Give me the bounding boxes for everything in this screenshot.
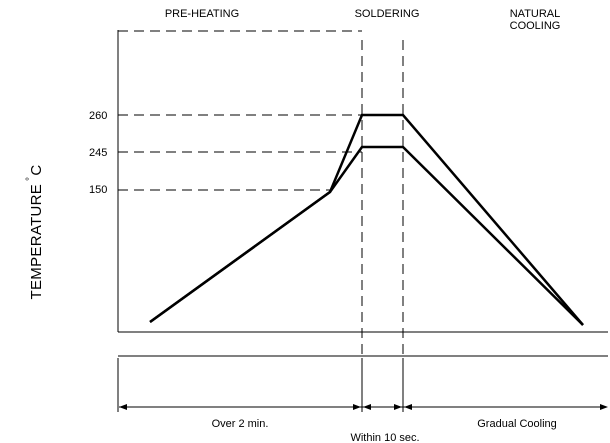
arrowhead-cooling-right — [600, 404, 608, 410]
arrowhead-solder-right — [394, 404, 402, 410]
temp-label-245: 245 — [89, 147, 107, 159]
temp-label-260: 260 — [89, 110, 107, 122]
duration-arrowheads — [119, 404, 608, 410]
duration-cooling-label: Gradual Cooling — [477, 418, 557, 430]
arrowhead-preheat-right — [353, 404, 361, 410]
arrowhead-preheat-left — [119, 404, 127, 410]
y-axis-title: TEMPERATURE °C — [25, 165, 45, 300]
duration-preheat-label: Over 2 min. — [212, 418, 269, 430]
arrowhead-cooling-left — [404, 404, 412, 410]
phase-preheating-label: PRE-HEATING — [165, 8, 239, 20]
y-axis-degree: ° — [25, 177, 36, 181]
y-axis-unit: C — [28, 165, 45, 176]
temp-label-150: 150 — [89, 184, 107, 196]
y-axis-label: TEMPERATURE — [28, 184, 45, 300]
duration-solder-label: Within 10 sec. — [350, 432, 419, 443]
arrowhead-solder-left — [363, 404, 371, 410]
phase-cooling-label-line1: NATURAL — [510, 8, 561, 20]
profile-curve-245 — [149, 145, 584, 326]
phase-soldering-label: SOLDERING — [355, 8, 420, 20]
phase-cooling-label-line2: COOLING — [510, 20, 561, 32]
